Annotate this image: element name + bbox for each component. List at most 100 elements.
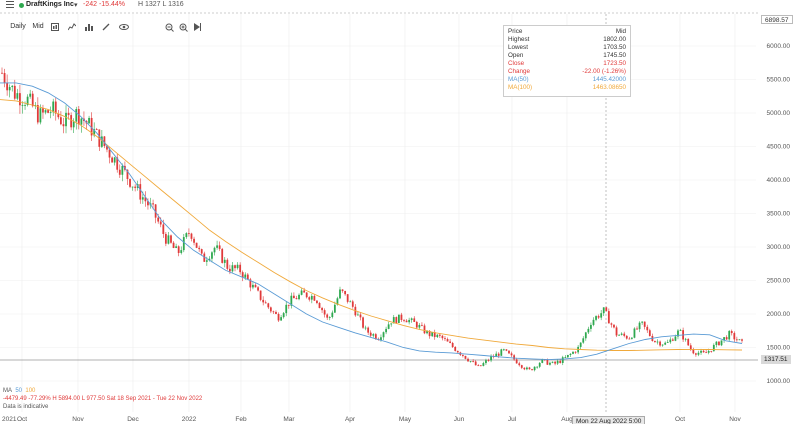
- draw-icon[interactable]: [102, 20, 112, 34]
- candle-down: [193, 238, 195, 243]
- candle-down: [126, 169, 129, 179]
- candle-down: [13, 85, 16, 99]
- candle-down: [433, 332, 436, 338]
- candle-up: [431, 332, 434, 337]
- price-mid-button[interactable]: Mid: [32, 23, 44, 30]
- candle-down: [497, 353, 500, 356]
- ma50-legend[interactable]: 50: [15, 388, 23, 394]
- indicator-icon[interactable]: [68, 20, 78, 34]
- y-tick-label: 2500.00: [767, 278, 791, 285]
- chart-type-icon[interactable]: [51, 20, 61, 34]
- candle-down: [710, 350, 713, 352]
- x-tick-label: 2022: [182, 416, 197, 423]
- candle-down: [341, 289, 344, 291]
- candle-up: [697, 352, 700, 355]
- candle-down: [90, 117, 93, 136]
- x-tick-label: 2021: [2, 416, 17, 423]
- candle-down: [134, 186, 137, 188]
- info-row-change: Change -22.00 (-1.26%): [508, 68, 626, 76]
- y-tick-label: 4500.00: [767, 144, 791, 151]
- candle-down: [523, 367, 526, 370]
- candle-up: [469, 361, 472, 362]
- eye-icon[interactable]: [119, 20, 130, 34]
- candle-down: [226, 259, 229, 269]
- info-label: Open: [508, 52, 524, 59]
- candle-up: [738, 339, 741, 341]
- candle-down: [444, 338, 446, 340]
- zoom-out-icon[interactable]: [165, 20, 175, 34]
- candle-down: [108, 149, 111, 158]
- candle-down: [508, 350, 510, 354]
- candle-down: [308, 297, 311, 300]
- info-header-value: Mid: [615, 28, 626, 35]
- ma100-legend[interactable]: 100: [25, 388, 36, 394]
- instrument-title[interactable]: DraftKings Inc: [26, 1, 74, 8]
- candle-up: [236, 264, 239, 269]
- candle-down: [162, 224, 165, 234]
- candle-down: [636, 328, 638, 330]
- candle-down: [415, 321, 418, 328]
- candle-down: [451, 342, 454, 347]
- candle-up: [39, 108, 42, 123]
- x-tick-label: Oct: [675, 416, 685, 423]
- chart-grid: [0, 14, 756, 412]
- candle-down: [118, 169, 121, 175]
- ma50-line: [0, 82, 743, 361]
- candle-up: [482, 363, 485, 366]
- candle-down: [6, 82, 9, 91]
- candle-up: [65, 112, 67, 127]
- candle-down: [172, 242, 175, 248]
- candle-down: [528, 367, 531, 370]
- menu-icon[interactable]: [6, 1, 14, 9]
- candle-down: [295, 298, 298, 300]
- candle-down: [221, 248, 224, 263]
- candle-down: [546, 359, 549, 365]
- candle-up: [638, 322, 641, 330]
- candle-up: [715, 341, 718, 345]
- candle-down: [170, 235, 172, 243]
- candle-down: [351, 301, 354, 307]
- bar-chart-icon[interactable]: [85, 20, 95, 34]
- candle-down: [147, 201, 149, 206]
- candle-down: [249, 279, 252, 288]
- candle-down: [59, 117, 62, 125]
- zoom-in-icon[interactable]: [179, 20, 189, 34]
- candle-down: [200, 249, 203, 254]
- range-stats-text: -4479.49 -77.29% H 5894.00 L 977.50 Sat …: [3, 396, 203, 402]
- candle-up: [231, 265, 234, 272]
- candle-up: [590, 324, 592, 329]
- candle-down: [405, 320, 408, 323]
- candle-down: [36, 105, 39, 123]
- candle-up: [185, 233, 188, 238]
- candle-up: [16, 93, 19, 99]
- candle-down: [735, 339, 738, 341]
- candle-down: [474, 361, 477, 366]
- candle-down: [344, 290, 347, 295]
- candle-down: [47, 110, 49, 113]
- candle-up: [364, 327, 367, 329]
- instrument-dropdown-icon[interactable]: ▾: [74, 2, 78, 9]
- x-tick-label: Nov: [729, 416, 741, 423]
- candle-up: [216, 245, 218, 248]
- candle-down: [157, 217, 160, 222]
- candle-down: [643, 321, 646, 327]
- y-tick-label: 3000.00: [767, 244, 791, 251]
- candle-up: [587, 328, 590, 333]
- candle-down: [316, 300, 318, 304]
- interval-daily-button[interactable]: Daily: [10, 23, 26, 30]
- candle-down: [218, 245, 221, 249]
- candle-down: [718, 341, 720, 346]
- candle-up: [536, 366, 539, 368]
- candle-up: [436, 334, 439, 338]
- candle-up: [349, 301, 352, 303]
- candle-up: [526, 367, 528, 370]
- candle-down: [62, 124, 65, 127]
- candle-up: [600, 313, 603, 318]
- candle-up: [700, 350, 702, 353]
- candle-up: [372, 334, 375, 336]
- play-icon[interactable]: [193, 20, 203, 34]
- candle-down: [190, 233, 193, 239]
- candle-up: [80, 118, 83, 125]
- candle-up: [538, 362, 541, 367]
